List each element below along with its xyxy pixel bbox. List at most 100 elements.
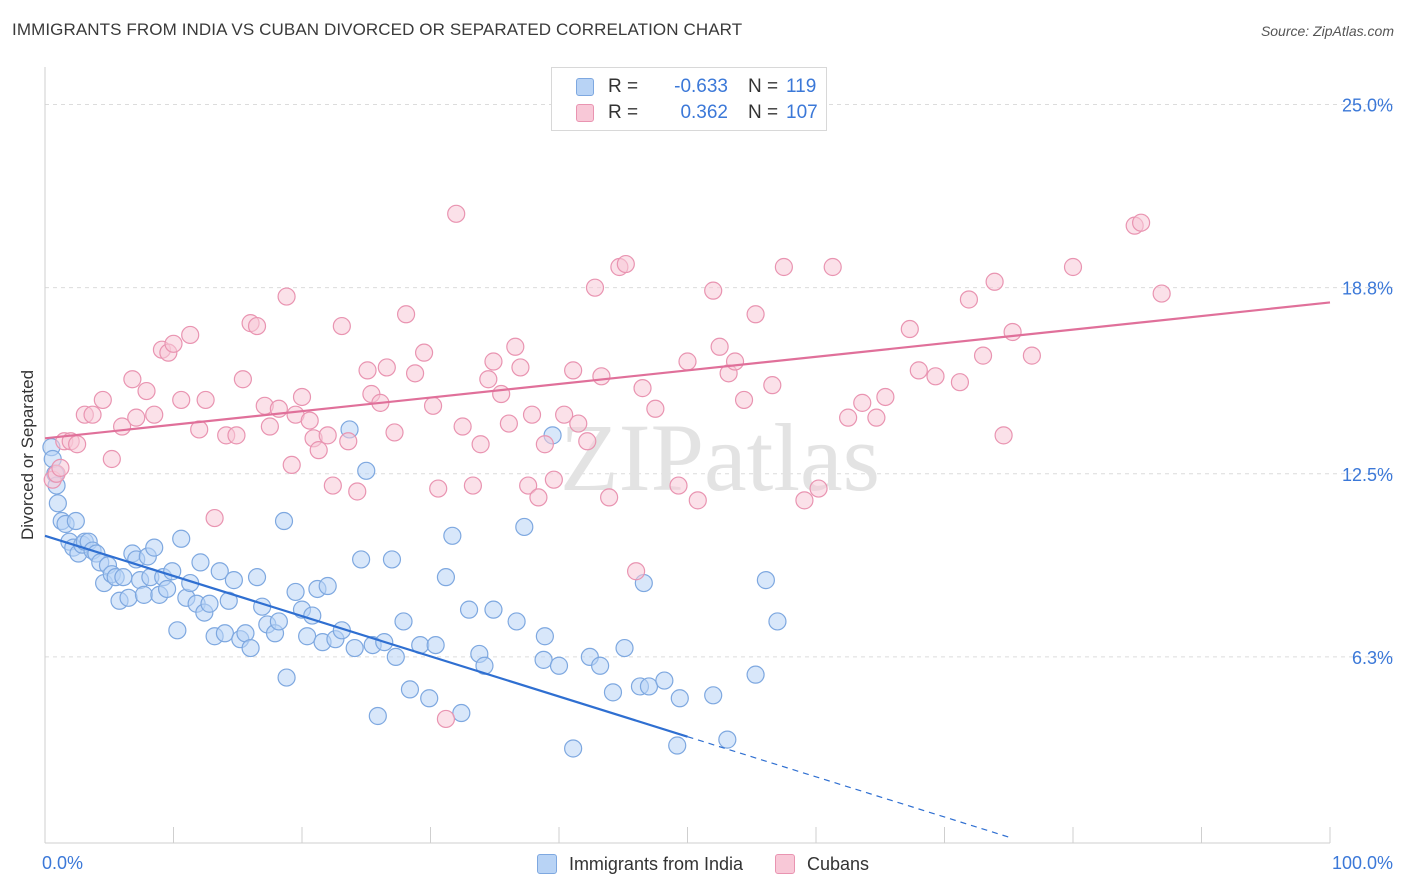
trend-line <box>44 301 1331 440</box>
stats-legend-row-india: R = -0.633 N = 119 <box>576 75 816 99</box>
data-point <box>484 600 503 619</box>
data-point <box>298 627 317 646</box>
data-point <box>1003 322 1022 342</box>
legend-item-india: Immigrants from India <box>536 854 743 875</box>
data-point <box>119 588 138 607</box>
data-point <box>400 680 420 699</box>
data-point <box>377 358 396 377</box>
data-point <box>93 390 112 410</box>
data-point <box>959 290 979 309</box>
data-point <box>718 730 737 749</box>
y-tick-label: 18.8% <box>1342 279 1393 299</box>
data-point <box>210 562 229 581</box>
data-point <box>357 461 376 480</box>
legend-label-cubans: Cubans <box>807 853 870 874</box>
data-point <box>405 364 425 383</box>
r-value: -0.633 <box>674 76 728 97</box>
data-point <box>646 399 665 418</box>
data-point <box>227 426 246 445</box>
data-point <box>564 739 583 758</box>
data-point <box>323 476 342 495</box>
data-point <box>282 455 301 475</box>
data-point <box>592 367 611 386</box>
data-point <box>756 571 775 590</box>
data-point <box>506 337 525 356</box>
data-point <box>900 319 919 339</box>
trend-lines <box>44 301 1331 838</box>
data-point <box>670 689 689 708</box>
data-point <box>269 612 288 631</box>
data-point <box>909 361 928 380</box>
series-cubans-points <box>43 204 1171 729</box>
n-value: 119 <box>786 76 817 97</box>
data-point <box>145 538 164 557</box>
data-point <box>426 635 445 655</box>
trend-line <box>44 534 688 738</box>
cubans-swatch <box>576 104 594 122</box>
data-point <box>1063 257 1083 277</box>
data-point <box>157 579 177 599</box>
data-point <box>145 405 164 424</box>
data-point <box>114 568 133 587</box>
data-point <box>484 352 503 371</box>
data-point <box>339 432 358 451</box>
chart-title: IMMIGRANTS FROM INDIA VS CUBAN DIVORCED … <box>12 20 743 39</box>
y-tick-label: 12.5% <box>1342 465 1393 485</box>
data-point <box>68 435 87 454</box>
data-point <box>233 370 252 389</box>
data-point <box>348 482 367 501</box>
data-point <box>734 390 754 410</box>
data-point <box>569 414 588 433</box>
x-tick-label: 0.0% <box>42 853 83 873</box>
data-point <box>492 384 511 404</box>
data-point <box>66 511 85 531</box>
data-point <box>633 379 652 398</box>
data-point <box>172 390 191 410</box>
data-point <box>853 393 872 412</box>
data-point <box>555 405 574 424</box>
data-point <box>51 458 70 477</box>
data-point <box>181 325 200 345</box>
data-point <box>529 488 548 507</box>
data-point <box>774 257 793 277</box>
data-point <box>127 408 146 427</box>
data-point <box>725 352 745 371</box>
data-point <box>591 656 610 675</box>
data-point <box>300 411 319 430</box>
data-point <box>522 405 542 424</box>
y-axis-label: Divorced or Separated <box>18 369 37 541</box>
data-point <box>277 668 296 687</box>
data-point <box>352 550 371 569</box>
data-point <box>1022 346 1041 365</box>
data-point <box>823 257 842 277</box>
data-point <box>420 689 439 708</box>
data-point <box>668 736 687 755</box>
data-point <box>436 709 456 729</box>
data-point <box>394 612 413 631</box>
data-point <box>535 435 554 454</box>
data-point <box>447 204 466 223</box>
data-point <box>345 638 364 658</box>
data-point <box>274 511 294 531</box>
data-point <box>926 367 945 386</box>
data-point <box>626 562 646 581</box>
data-point <box>358 361 377 380</box>
data-point <box>309 441 328 460</box>
data-point <box>768 612 787 631</box>
data-point <box>277 287 296 306</box>
data-point <box>292 387 312 407</box>
data-point <box>950 373 970 392</box>
data-point <box>535 627 554 646</box>
data-point <box>479 370 498 389</box>
legend-item-cubans: Cubans <box>775 854 869 875</box>
legend-swatch-cubans <box>775 854 795 874</box>
y-tick-labels: 6.3% 12.5% 18.8% 25.0% <box>1342 96 1393 668</box>
data-point <box>534 650 553 669</box>
data-point <box>385 423 404 442</box>
data-point <box>443 526 462 545</box>
data-point <box>286 582 305 602</box>
n-label: N = <box>748 102 779 123</box>
n-value: 107 <box>786 102 818 123</box>
legend-swatch-india <box>536 854 557 874</box>
data-point <box>564 361 583 380</box>
